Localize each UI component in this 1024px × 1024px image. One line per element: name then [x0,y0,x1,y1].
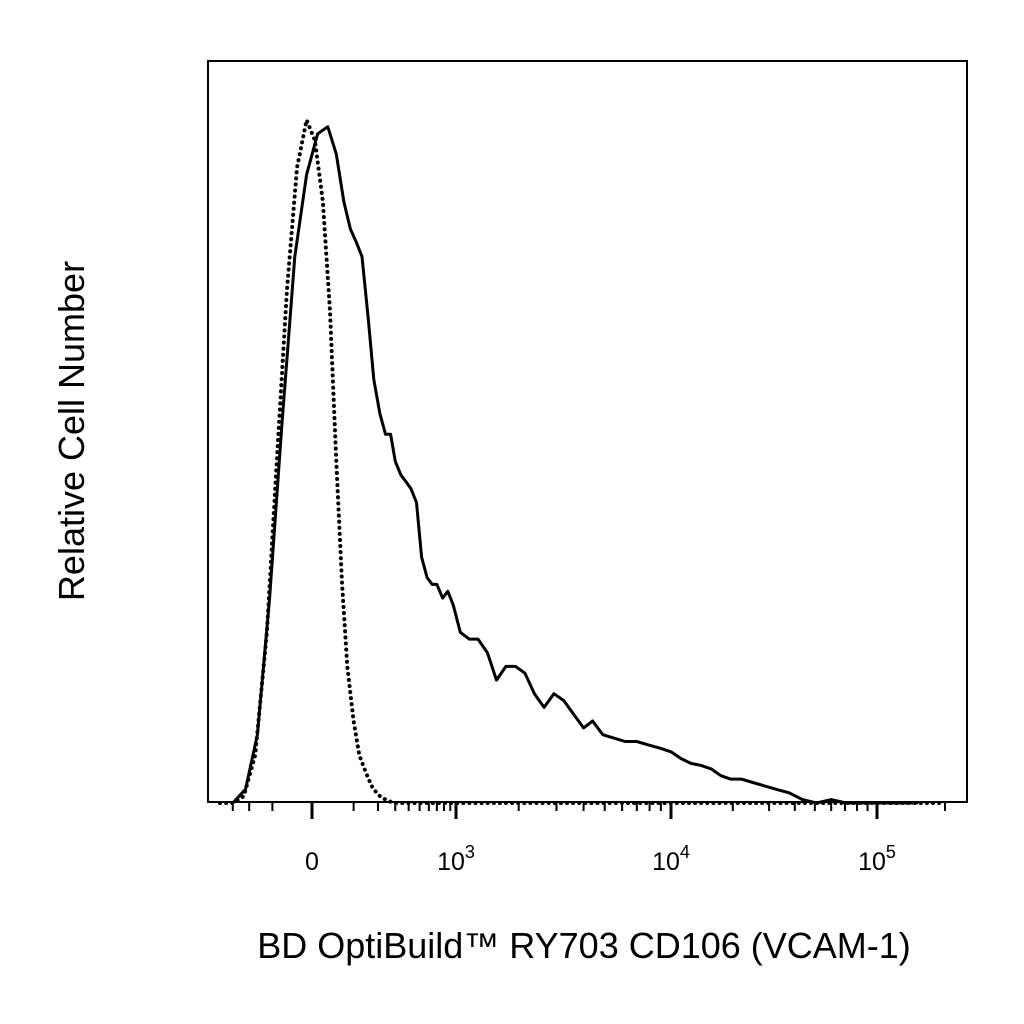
stained-histogram-line [231,125,919,805]
x-tick-label: 103 [437,842,475,876]
control-histogram-line [218,118,947,805]
tick-labels: 0 103 104 105 [305,842,896,876]
x-tick-label: 104 [652,842,690,876]
plot-frame [207,60,968,803]
x-tick-label: 105 [858,842,896,876]
x-tick-label: 0 [305,848,319,876]
y-axis-title: Relative Cell Number [51,261,92,601]
series-layer [218,118,947,805]
minor-ticks [231,802,946,811]
x-axis-title: BD OptiBuild™ RY703 CD106 (VCAM-1) [257,925,911,966]
